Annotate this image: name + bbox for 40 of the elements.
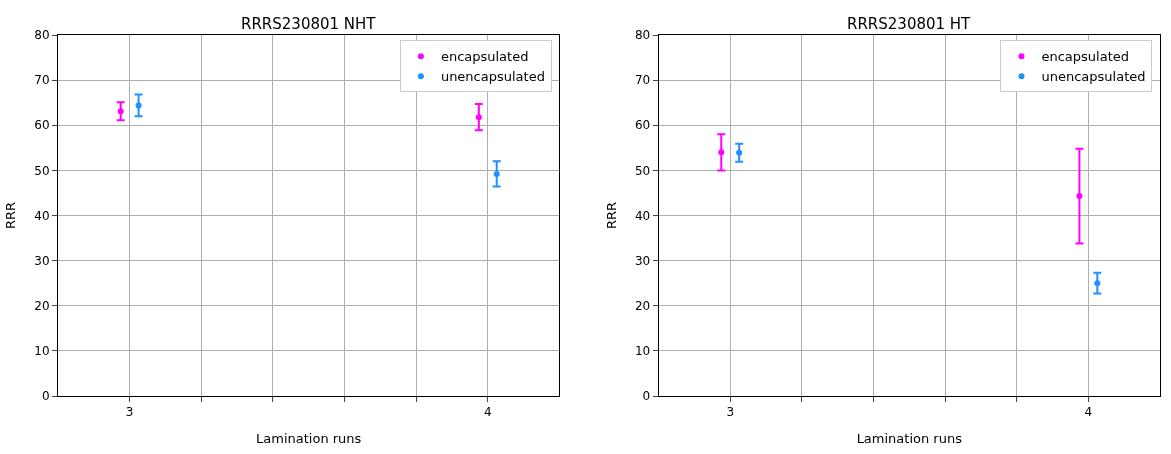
x-axis-title: Lamination runs [256, 431, 362, 446]
point [117, 108, 124, 115]
y-tick-label: 20 [34, 298, 50, 313]
y-tick-label: 0 [41, 389, 50, 404]
point [135, 102, 142, 109]
y-axis-title: RRR [3, 201, 19, 230]
y-tick-label: 20 [634, 298, 651, 313]
y-tick-label: 40 [634, 208, 651, 223]
y-tick-label: 80 [34, 28, 50, 43]
chart-title: RRRS230801 HT [847, 15, 972, 33]
point [736, 149, 743, 156]
legend-label: unencapsulated [1041, 69, 1146, 85]
y-tick-label: 70 [34, 73, 50, 88]
chart-title: RRRS230801 NHT [241, 15, 377, 33]
y-tick-label: 40 [34, 208, 50, 223]
x-tick-label: 3 [125, 405, 134, 420]
point [475, 114, 482, 121]
y-tick-label: 30 [34, 253, 50, 268]
y-tick-label: 10 [634, 344, 651, 359]
x-tick-label: 4 [483, 405, 492, 420]
legend-label: encapsulated [440, 49, 529, 65]
legend-label: encapsulated [1041, 49, 1130, 65]
point [718, 149, 725, 156]
y-tick-label: 30 [634, 253, 651, 268]
y-tick-label: 70 [634, 73, 651, 88]
y-tick-label: 60 [634, 118, 651, 133]
y-tick-label: 80 [634, 28, 651, 43]
y-tick-label: 50 [634, 163, 651, 178]
y-tick-label: 10 [34, 344, 50, 359]
legend-label: unencapsulated [440, 69, 545, 85]
point [493, 170, 500, 177]
y-axis-title: RRR [603, 201, 619, 230]
y-tick-label: 50 [34, 163, 50, 178]
x-tick-label: 3 [726, 405, 735, 420]
y-tick-label: 0 [642, 389, 651, 404]
point [1076, 193, 1083, 200]
x-tick-label: 4 [1084, 405, 1093, 420]
point [1094, 280, 1101, 287]
y-tick-label: 60 [34, 118, 50, 133]
x-axis-title: Lamination runs [856, 431, 963, 446]
